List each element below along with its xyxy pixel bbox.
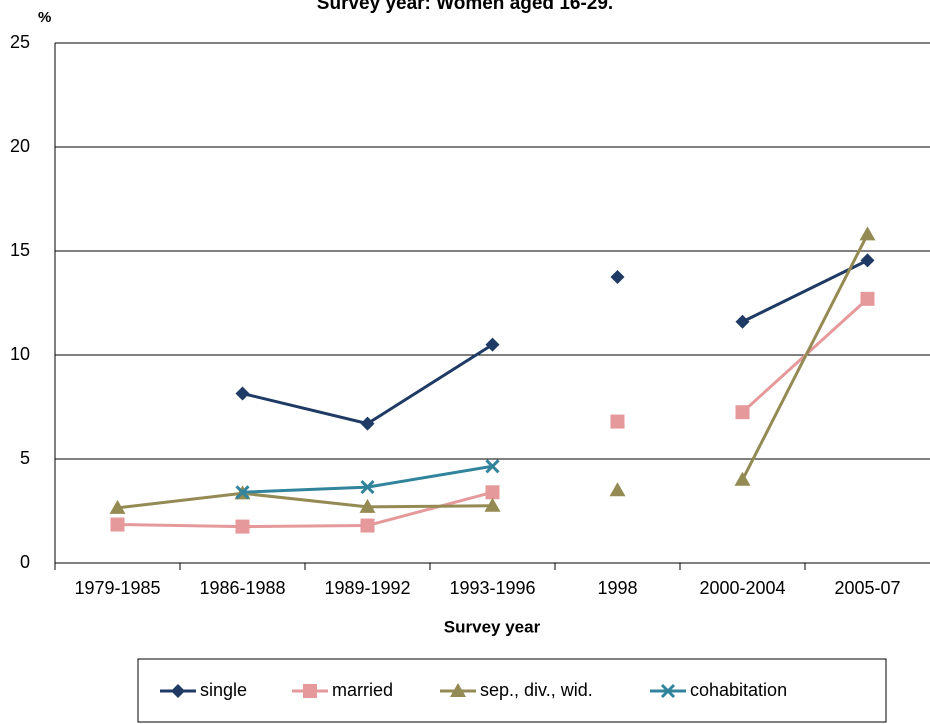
x-tick-label: 1998 xyxy=(597,578,637,598)
marker xyxy=(303,684,317,698)
marker xyxy=(450,683,466,697)
y-tick-label: 15 xyxy=(10,240,30,260)
marker xyxy=(360,518,375,533)
marker xyxy=(860,291,875,306)
marker xyxy=(610,414,625,429)
marker xyxy=(110,517,125,532)
x-tick-label: 1993-1996 xyxy=(449,578,535,598)
marker xyxy=(360,480,375,495)
marker xyxy=(735,314,750,329)
x-tick-label: 1989-1992 xyxy=(324,578,410,598)
x-tick-label: 2000-2004 xyxy=(699,578,785,598)
marker xyxy=(484,497,501,512)
marker xyxy=(171,684,185,698)
marker xyxy=(660,683,676,699)
marker xyxy=(485,485,500,500)
legend-box xyxy=(137,658,887,723)
x-tick-label: 1979-1985 xyxy=(74,578,160,598)
marker xyxy=(609,482,626,497)
chart-title: Survey year: Women aged 16-29. xyxy=(317,0,613,14)
marker xyxy=(359,498,376,513)
marker xyxy=(860,253,875,268)
legend-label: married xyxy=(332,680,393,700)
marker xyxy=(485,337,500,352)
marker xyxy=(235,485,250,500)
y-tick-label: 0 xyxy=(20,552,30,572)
y-tick-label: 10 xyxy=(10,344,30,364)
legend-label: cohabitation xyxy=(690,680,787,700)
marker xyxy=(235,519,250,534)
marker xyxy=(610,270,625,284)
marker xyxy=(859,226,876,241)
x-tick-label: 2005-07 xyxy=(834,578,900,598)
x-axis-title: Survey year xyxy=(444,617,541,636)
y-tick-label: 5 xyxy=(20,448,30,468)
marker xyxy=(109,499,126,514)
marker xyxy=(735,405,750,420)
series-line xyxy=(242,259,869,426)
marker xyxy=(485,459,500,474)
legend-label: single xyxy=(200,680,247,700)
y-tick-label: 20 xyxy=(10,136,30,156)
marker xyxy=(360,416,375,431)
y-axis-label: % xyxy=(38,9,51,26)
marker xyxy=(734,471,751,486)
legend-label: sep., div., wid. xyxy=(480,680,593,700)
series-line xyxy=(117,233,869,510)
x-tick-label: 1986-1988 xyxy=(199,578,285,598)
y-tick-label: 25 xyxy=(10,32,30,52)
marker xyxy=(235,386,250,401)
